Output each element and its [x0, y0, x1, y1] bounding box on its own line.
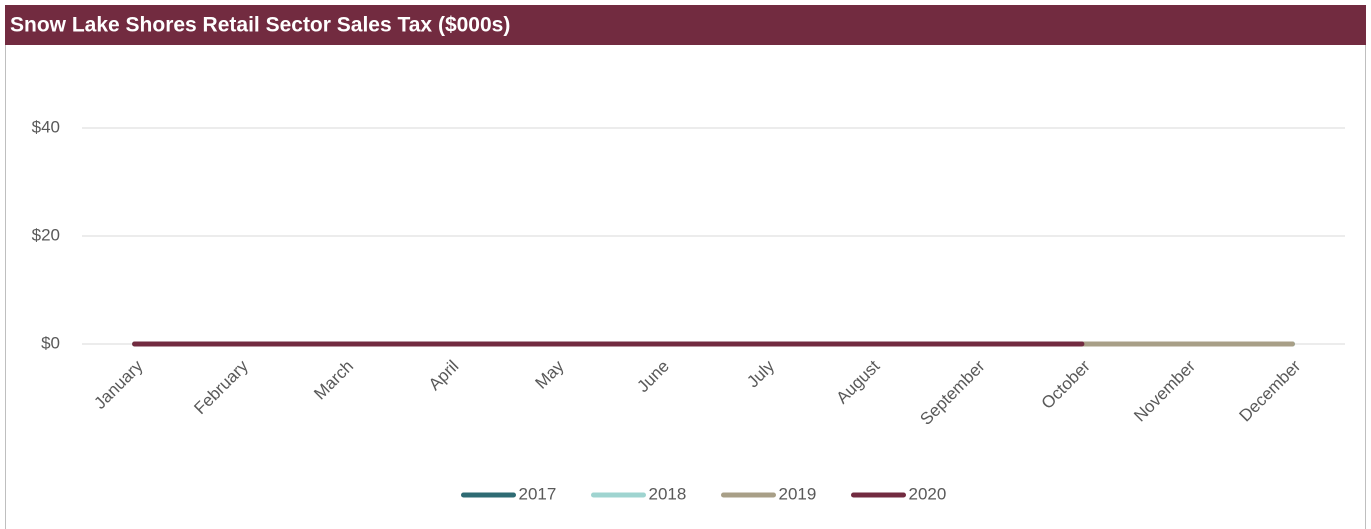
header-bar — [5, 5, 1366, 45]
legend-label: 2019 — [779, 484, 817, 503]
legend-label: 2020 — [909, 484, 947, 503]
x-tick-label: September — [916, 356, 988, 428]
x-tick-label: December — [1235, 356, 1304, 425]
x-tick-label: August — [833, 356, 884, 407]
y-tick-label: $40 — [32, 117, 60, 136]
x-tick-label: January — [90, 356, 147, 413]
y-tick-label: $0 — [41, 333, 60, 352]
x-tick-label: June — [633, 357, 673, 397]
legend-label: 2017 — [519, 484, 557, 503]
y-tick-label: $20 — [32, 225, 60, 244]
x-tick-label: February — [190, 356, 252, 418]
legend-label: 2018 — [649, 484, 687, 503]
x-tick-label: March — [310, 357, 357, 404]
x-tick-label: May — [531, 356, 567, 392]
x-tick-label: October — [1038, 356, 1094, 412]
chart-title: Snow Lake Shores Retail Sector Sales Tax… — [10, 14, 510, 37]
x-tick-label: April — [425, 357, 462, 394]
x-tick-label: November — [1130, 356, 1199, 425]
x-tick-label: July — [743, 356, 778, 391]
